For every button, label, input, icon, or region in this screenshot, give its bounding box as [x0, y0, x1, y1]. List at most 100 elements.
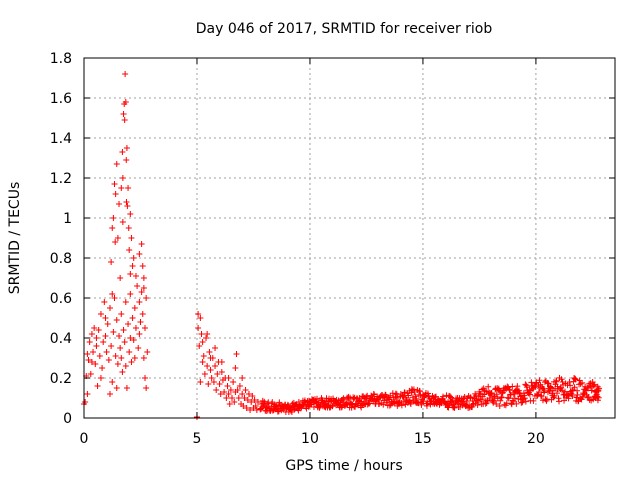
data-point	[113, 317, 120, 323]
data-point	[451, 404, 458, 411]
data-point	[284, 401, 291, 408]
data-point	[572, 375, 579, 382]
data-point	[406, 397, 413, 404]
data-point	[212, 363, 219, 369]
data-point	[307, 401, 314, 408]
x-tick-label: 20	[527, 431, 545, 447]
data-point	[125, 225, 132, 231]
data-point	[224, 383, 231, 389]
data-point	[217, 391, 224, 397]
data-point	[509, 383, 516, 390]
data-point	[577, 380, 584, 387]
data-point	[380, 401, 387, 408]
data-point	[499, 390, 506, 397]
data-point	[87, 371, 94, 377]
data-point	[558, 376, 565, 383]
data-point	[595, 394, 602, 401]
data-point	[443, 392, 450, 399]
data-point	[117, 275, 124, 281]
data-point	[447, 393, 454, 400]
data-point	[225, 375, 232, 381]
data-point	[90, 349, 97, 355]
data-point	[122, 299, 129, 305]
x-tick-label: 5	[193, 431, 202, 447]
data-point	[352, 403, 359, 410]
data-point	[105, 357, 112, 363]
data-point	[536, 377, 543, 384]
data-point	[291, 406, 298, 413]
data-point	[227, 387, 234, 393]
data-point	[125, 185, 132, 191]
data-point	[410, 386, 417, 393]
data-point	[129, 263, 136, 269]
data-point	[240, 403, 247, 409]
data-point	[82, 399, 89, 405]
data-point	[571, 384, 578, 391]
data-point	[114, 235, 121, 241]
data-point	[399, 392, 406, 399]
data-point	[545, 380, 552, 387]
data-point	[210, 379, 217, 385]
data-point	[136, 251, 143, 257]
data-point	[418, 401, 425, 408]
data-point	[490, 397, 497, 404]
data-point	[126, 247, 133, 253]
data-point	[565, 392, 572, 399]
data-point	[97, 375, 104, 381]
data-point	[140, 355, 147, 361]
y-tick-label: 0.6	[50, 291, 72, 307]
data-point	[348, 404, 355, 411]
data-point	[111, 295, 118, 301]
data-point	[139, 263, 146, 269]
data-point	[504, 383, 511, 390]
data-point	[485, 383, 492, 390]
data-point	[114, 361, 121, 367]
data-point	[130, 337, 137, 343]
data-point	[275, 408, 282, 415]
data-point	[118, 311, 125, 317]
data-point	[312, 398, 319, 405]
data-point	[497, 397, 504, 404]
data-point	[248, 399, 255, 405]
data-point	[473, 392, 480, 399]
data-point	[504, 394, 511, 401]
data-point	[567, 382, 574, 389]
data-point	[297, 405, 304, 412]
data-point	[110, 329, 117, 335]
data-point	[231, 399, 238, 405]
data-point	[94, 383, 101, 389]
data-point	[532, 383, 539, 390]
data-point	[84, 391, 91, 397]
data-point	[513, 400, 520, 407]
data-point	[249, 393, 256, 399]
data-point	[481, 391, 488, 398]
y-tick-label: 1.6	[50, 91, 72, 107]
data-point	[226, 401, 233, 407]
data-point	[199, 359, 206, 365]
data-point	[119, 175, 126, 181]
data-point	[138, 289, 145, 295]
data-point	[127, 291, 134, 297]
data-point	[134, 283, 141, 289]
gridlines	[84, 58, 615, 418]
data-point	[574, 387, 581, 394]
data-point	[407, 400, 414, 407]
data-point	[493, 401, 500, 408]
data-point	[252, 403, 259, 409]
data-point	[205, 381, 212, 387]
data-point	[118, 355, 125, 361]
data-point	[123, 145, 130, 151]
data-point	[99, 365, 106, 371]
data-point	[409, 394, 416, 401]
data-point	[371, 391, 378, 398]
data-point	[522, 398, 529, 405]
data-point	[498, 393, 505, 400]
y-axis-label: SRMTID / TECUs	[7, 182, 23, 295]
data-point	[125, 321, 132, 327]
data-point	[122, 71, 129, 77]
data-point	[109, 225, 116, 231]
data-point	[93, 343, 100, 349]
data-point	[363, 397, 370, 404]
data-point	[225, 391, 232, 397]
data-point	[100, 339, 107, 345]
